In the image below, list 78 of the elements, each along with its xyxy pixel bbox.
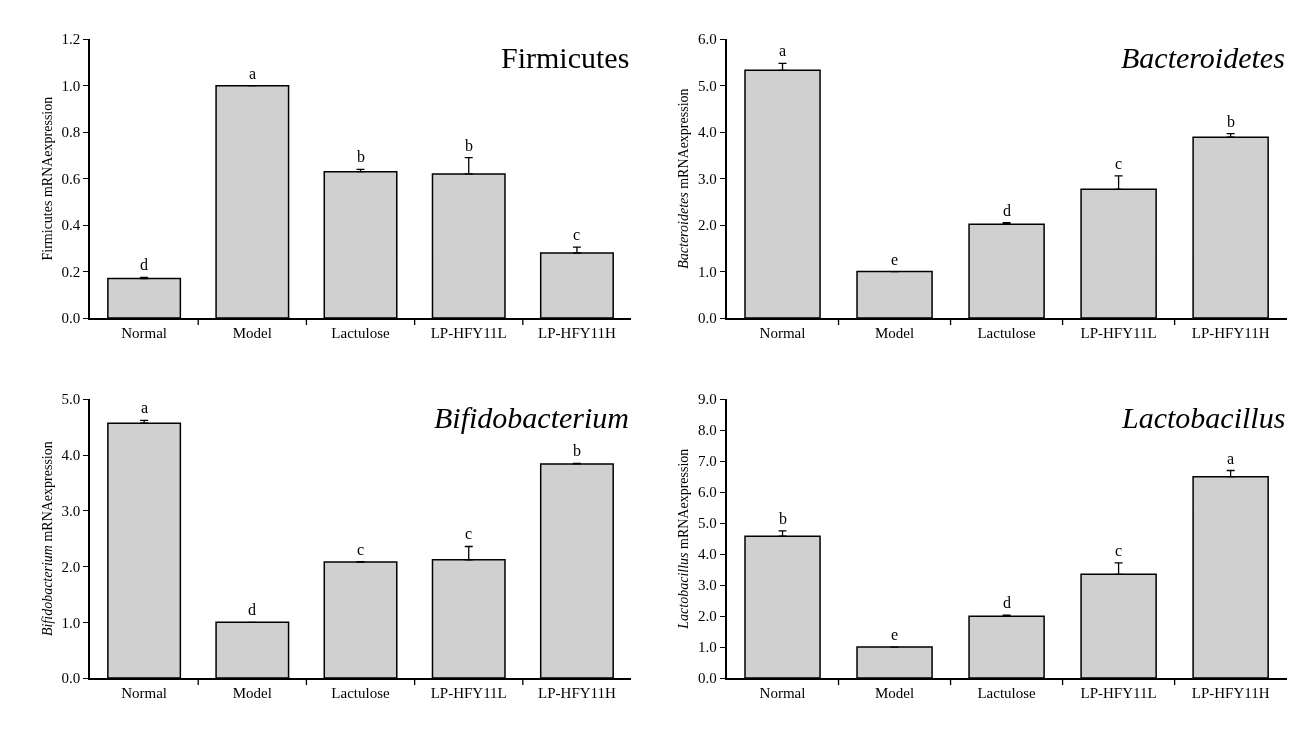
annotation: d <box>140 256 148 273</box>
y-axis-title: Bacteroidetes mRNAexpression <box>676 88 692 269</box>
y-axis-title: Firmicutes mRNAexpression <box>39 96 55 261</box>
x-tick-label: LP-HFY11H <box>538 324 616 341</box>
chart-title: Bifidobacterium <box>434 401 629 434</box>
annotation: d <box>1003 594 1011 611</box>
annotation: a <box>779 42 787 59</box>
x-tick-label: Model <box>874 684 915 701</box>
y-tick-label: 9.0 <box>698 391 717 408</box>
y-tick-label: 1.2 <box>61 31 81 48</box>
y-tick-label: 0.6 <box>61 170 81 187</box>
x-tick-label: Lactulose <box>331 684 391 701</box>
y-tick-label: 7.0 <box>698 453 717 470</box>
x-tick-label: Lactulose <box>977 684 1037 701</box>
x-tick-label: LP-HFY11H <box>538 684 616 701</box>
annotation: a <box>1227 450 1235 467</box>
annotation: c <box>1115 155 1123 172</box>
y-tick-label: 2.0 <box>698 608 717 625</box>
y-tick-label: 4.0 <box>698 546 717 563</box>
annotation: d <box>248 601 256 618</box>
x-tick-label: LP-HFY11L <box>430 324 507 341</box>
annotation: b <box>357 148 365 165</box>
y-tick-label: 3.0 <box>698 170 717 187</box>
x-tick-label: LP-HFY11L <box>1080 324 1157 341</box>
annotation: c <box>1115 542 1123 559</box>
x-tick-label: Normal <box>759 324 806 341</box>
x-tick-label: Model <box>232 324 272 341</box>
annotation: a <box>249 65 257 82</box>
y-tick-label: 6.0 <box>698 31 717 48</box>
y-tick-label: 8.0 <box>698 422 717 439</box>
annotation: b <box>1227 113 1235 130</box>
x-tick-label: Model <box>232 684 272 701</box>
y-tick-label: 4.0 <box>698 124 717 141</box>
annotation: e <box>891 251 899 268</box>
y-axis-title: Bifidobacterium mRNAexpression <box>39 441 55 637</box>
y-tick-label: 5.0 <box>61 391 81 408</box>
y-tick-label: 1.0 <box>61 614 81 631</box>
y-axis-title: Lactobacillus mRNAexpression <box>676 448 692 630</box>
annotation: c <box>465 525 473 542</box>
chart-title: Firmicutes <box>501 41 630 74</box>
x-tick-label: Model <box>874 324 915 341</box>
chart-title: Bacteroidetes <box>1121 41 1285 74</box>
y-tick-label: 0.0 <box>61 310 81 327</box>
y-tick-label: 2.0 <box>698 217 717 234</box>
y-tick-label: 0.0 <box>698 310 717 327</box>
y-tick-label: 0.8 <box>61 124 81 141</box>
x-tick-label: LP-HFY11H <box>1191 684 1270 701</box>
y-tick-label: 5.0 <box>698 515 717 532</box>
x-tick-label: Lactulose <box>331 324 391 341</box>
x-tick-label: Normal <box>121 684 168 701</box>
y-tick-label: 2.0 <box>61 558 81 575</box>
x-tick-label: LP-HFY11L <box>430 684 507 701</box>
annotation: c <box>357 541 365 558</box>
y-tick-label: 1.0 <box>698 639 717 656</box>
annotation: b <box>779 510 787 527</box>
x-tick-label: Normal <box>121 324 168 341</box>
y-tick-label: 0.0 <box>698 670 717 687</box>
annotation: e <box>891 626 899 643</box>
x-tick-label: LP-HFY11H <box>1191 324 1270 341</box>
y-tick-label: 0.0 <box>61 670 81 687</box>
x-tick-label: Normal <box>759 684 806 701</box>
y-tick-label: 5.0 <box>698 77 717 94</box>
y-tick-label: 1.0 <box>698 263 717 280</box>
y-tick-label: 4.0 <box>61 447 81 464</box>
y-tick-label: 1.0 <box>61 77 81 94</box>
y-tick-label: 3.0 <box>61 503 81 520</box>
annotation: c <box>573 226 581 243</box>
chart-title: Lactobacillus <box>1121 401 1286 434</box>
x-tick-label: LP-HFY11L <box>1080 684 1157 701</box>
annotation: b <box>465 137 473 154</box>
annotation: d <box>1003 202 1011 219</box>
annotation: a <box>141 399 149 416</box>
y-tick-label: 0.4 <box>61 217 81 234</box>
annotation: b <box>573 442 581 459</box>
y-tick-label: 0.2 <box>61 263 81 280</box>
x-tick-label: Lactulose <box>977 324 1037 341</box>
y-tick-label: 6.0 <box>698 484 717 501</box>
y-tick-label: 3.0 <box>698 577 717 594</box>
